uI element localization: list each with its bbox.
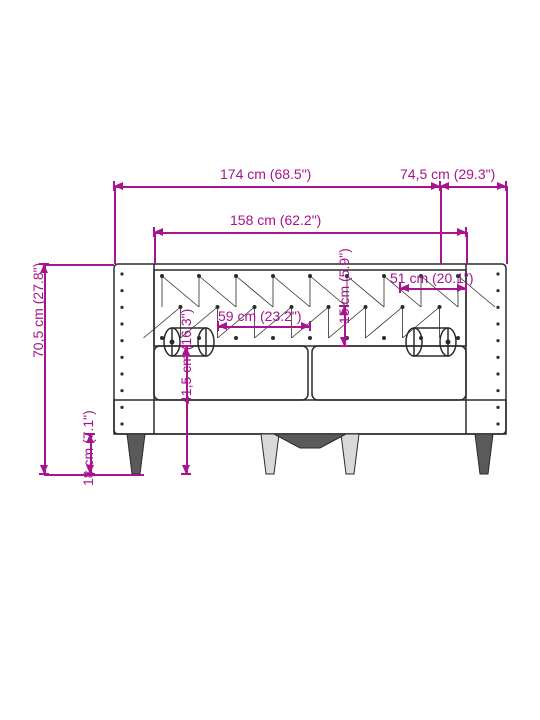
sofa-drawing xyxy=(0,0,540,720)
dim-label: 70,5 cm (27.8") xyxy=(30,263,46,358)
dim-label: 15 cm (5.9") xyxy=(336,248,352,324)
dim-label: 174 cm (68.5") xyxy=(220,166,311,182)
diagram-stage: 174 cm (68.5") 74,5 cm (29.3") 158 cm (62.… xyxy=(0,0,540,720)
dim-label: 41,5 cm (16.3") xyxy=(178,309,194,404)
dim-label: 59 cm (23.2") xyxy=(218,308,302,324)
dim-label: 158 cm (62.2") xyxy=(230,212,321,228)
dim-label: 74,5 cm (29.3") xyxy=(400,166,495,182)
dim-label: 51 cm (20.1") xyxy=(390,270,474,286)
